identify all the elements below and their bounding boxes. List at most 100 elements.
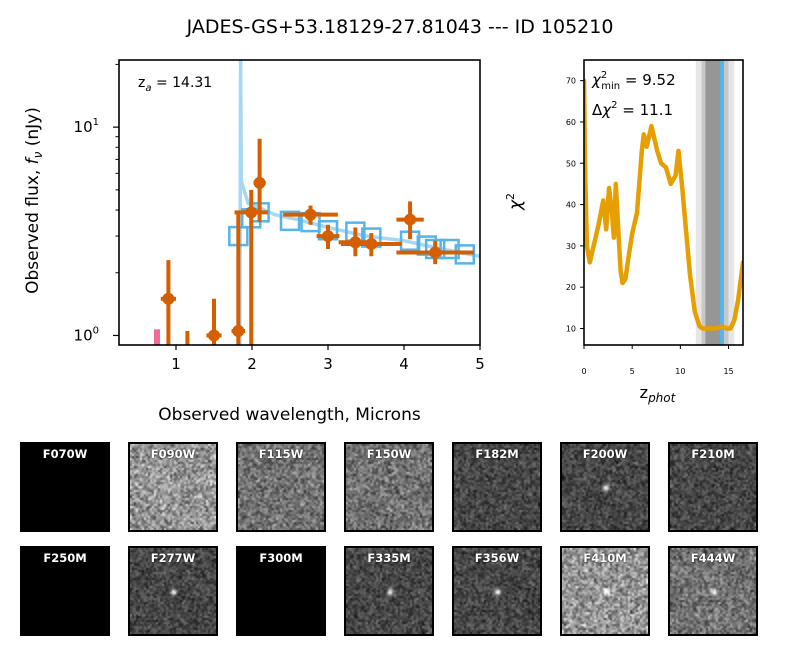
y-tick-label: 10 xyxy=(566,324,576,333)
cutout-f444w: F444W xyxy=(668,546,758,636)
y-tick-label: 20 xyxy=(566,283,576,292)
x-tick-label: 4 xyxy=(399,355,409,373)
cutout-image xyxy=(562,548,648,634)
sed-x-axis-label: Observed wavelength, Microns xyxy=(158,405,421,425)
x-tick-label: 10 xyxy=(675,367,685,376)
cutout-filter-label: F090W xyxy=(150,447,196,461)
observed-photometry-point xyxy=(316,224,340,250)
cutout-filter-label: F250M xyxy=(43,551,87,565)
observed-photometry-point xyxy=(253,138,266,223)
observed-photometry-point xyxy=(396,240,474,265)
x-tick-label: 15 xyxy=(723,367,733,376)
y-tick-label: 40 xyxy=(566,201,576,210)
cutout-f335m: F335M xyxy=(344,546,434,636)
cutout-filter-label: F210M xyxy=(691,447,735,461)
cutout-image xyxy=(130,548,216,634)
redshift-annotation: za = 14.31 xyxy=(138,75,212,94)
cutout-f150w: F150W xyxy=(344,442,434,532)
cutout-image xyxy=(454,548,540,634)
cutout-f182m: F182M xyxy=(452,442,542,532)
observed-marker xyxy=(162,292,175,305)
chi2-y-axis-label: χ2 xyxy=(504,193,526,211)
observed-marker xyxy=(208,329,220,342)
cutout-image xyxy=(562,444,648,530)
observed-photometry-point xyxy=(231,212,246,345)
y-tick-label: 60 xyxy=(566,118,576,127)
x-tick-label: 5 xyxy=(630,367,635,376)
observed-photometry-point xyxy=(340,233,402,257)
observed-photometry-point xyxy=(160,260,176,345)
cutout-filter-label: F356W xyxy=(474,551,520,565)
sed-y-axis-label: Observed flux, fν (nJy) xyxy=(23,107,45,294)
observed-marker xyxy=(245,206,258,219)
observed-marker xyxy=(232,325,245,338)
cutout-filter-label: F115W xyxy=(258,447,304,461)
y-tick-label: 30 xyxy=(566,242,576,251)
y-tick-label: 70 xyxy=(566,77,576,86)
cutout-f410m: F410M xyxy=(560,546,650,636)
cutout-filter-label: F300M xyxy=(259,551,303,565)
cutout-image xyxy=(454,444,540,530)
observed-marker xyxy=(322,230,334,243)
x-tick-label: 1 xyxy=(171,355,181,373)
z-confidence-band-inner xyxy=(705,60,724,345)
model-photometry-point xyxy=(439,238,460,260)
observed-marker xyxy=(304,208,317,221)
chi2-min-annotation: χ2 min = 9.52 xyxy=(591,70,676,92)
y-tick-label: 50 xyxy=(566,159,576,168)
cutout-f300m: F300M xyxy=(236,546,326,636)
y-tick-label: 101 xyxy=(74,117,99,136)
chi2-curve xyxy=(584,78,743,331)
chi2-plot-area xyxy=(584,60,743,345)
observed-photometry-point xyxy=(234,189,268,345)
cutout-f250m: F250M xyxy=(20,546,110,636)
cutout-filter-label: F410M xyxy=(583,551,627,565)
cutout-image xyxy=(346,548,432,634)
observed-marker xyxy=(181,350,193,362)
cutout-f277w: F277W xyxy=(128,546,218,636)
cutout-f115w: F115W xyxy=(236,442,326,532)
sed-axes-frame xyxy=(118,59,481,346)
observed-photometry-point xyxy=(283,205,338,225)
x-tick-label: 0 xyxy=(581,367,586,376)
sed-panel: 1 2 3 4 5 100 101 Observed wavelength, Microns O… xyxy=(23,59,485,425)
cutout-f210m: F210M xyxy=(668,442,758,532)
cutout-filter-label: F150W xyxy=(366,447,412,461)
observed-marker xyxy=(365,237,378,250)
sed-plot-area xyxy=(154,60,480,362)
cutout-filter-label: F182M xyxy=(475,447,519,461)
model-photometry-point xyxy=(279,210,301,232)
x-tick-label: 3 xyxy=(323,355,333,373)
cutout-filter-label: F444W xyxy=(690,551,736,565)
cutout-f356w: F356W xyxy=(452,546,542,636)
delta-chi2-annotation: Δχ2 = 11.1 xyxy=(592,100,673,119)
cutout-filter-label: F335M xyxy=(367,551,411,565)
observed-marker xyxy=(253,176,266,189)
cutout-image xyxy=(670,548,756,634)
cutout-filter-label: F070W xyxy=(42,447,88,461)
chi2-x-axis-label: zphot xyxy=(640,383,677,405)
chi2-panel: 0 5 10 15 10 20 30 40 50 60 70 zphot χ2 χ2 min = 9.52 Δ… xyxy=(504,59,744,405)
observed-photometry-point xyxy=(206,298,222,345)
observed-photometry-point xyxy=(181,331,193,362)
figure-title: JADES-GS+53.18129-27.81043 --- ID 105210 xyxy=(186,16,614,38)
cutout-filter-label: F277W xyxy=(150,551,196,565)
y-tick-label: 100 xyxy=(74,325,99,344)
x-tick-label: 5 xyxy=(475,355,485,373)
cutout-image xyxy=(238,444,324,530)
cutout-f070w: F070W xyxy=(20,442,110,532)
cutout-f200w: F200W xyxy=(560,442,650,532)
cutout-f090w: F090W xyxy=(128,442,218,532)
observed-marker xyxy=(404,213,417,226)
model-sed-line xyxy=(238,60,480,345)
cutout-filter-label: F200W xyxy=(582,447,628,461)
cutout-image xyxy=(130,444,216,530)
cutout-image xyxy=(346,444,432,530)
observed-marker xyxy=(429,246,442,259)
cutout-image xyxy=(670,444,756,530)
observed-photometry-point xyxy=(396,201,424,240)
upper-limit-marker xyxy=(154,329,160,345)
chi2-axes-frame xyxy=(583,59,744,346)
x-tick-label: 2 xyxy=(247,355,257,373)
